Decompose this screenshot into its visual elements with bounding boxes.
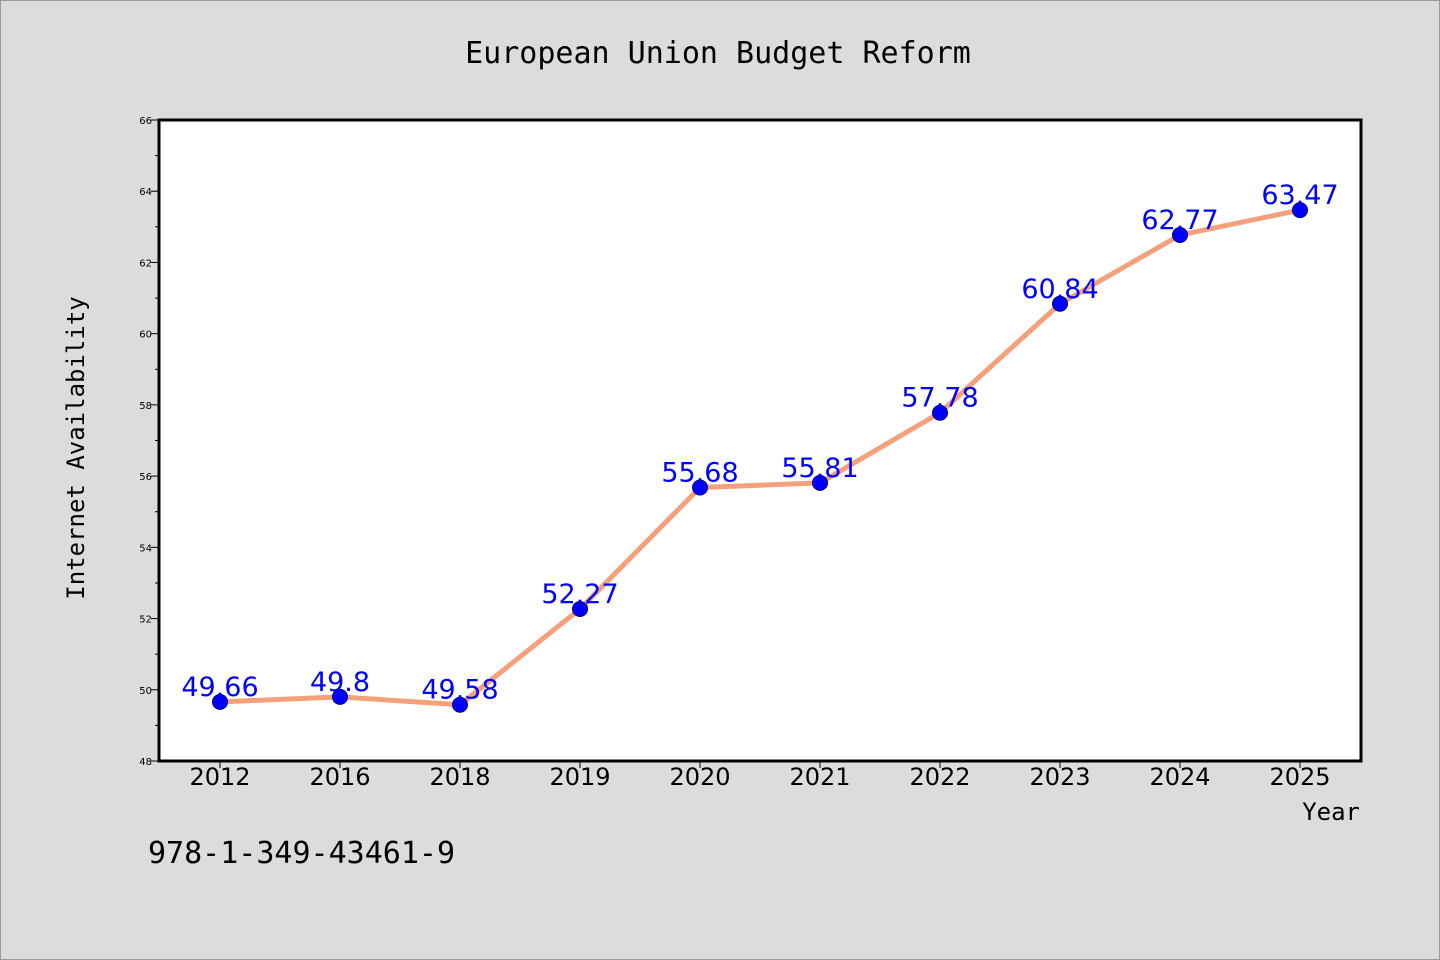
plot-area: [157, 118, 1363, 763]
data-point: [212, 693, 228, 710]
x-tick-label: 2019: [549, 763, 610, 791]
footer-text: 978-1-349-43461-9: [148, 836, 455, 871]
data-point: [1052, 295, 1068, 312]
data-label: 55.68: [661, 458, 738, 489]
x-tick-label: 2022: [909, 763, 970, 791]
data-point: [572, 600, 588, 617]
data-label: 62.77: [1141, 205, 1218, 236]
data-label: 55.81: [781, 453, 858, 484]
y-tick-label: 50: [139, 686, 152, 697]
data-point: [692, 479, 708, 496]
x-axis: 2012 2016 2018 2019 2020 2021 2022 2023 2024 2025: [189, 761, 1331, 791]
marker-group: [212, 202, 1308, 713]
data-label: 49.8: [310, 667, 370, 698]
series-line-group: [217, 207, 1303, 708]
x-tick-label: 2012: [189, 763, 250, 791]
y-tick-label: 56: [139, 472, 152, 483]
y-tick-label: 60: [139, 330, 152, 341]
x-tick-label: 2024: [1149, 763, 1210, 791]
y-tick-label: 62: [139, 258, 152, 269]
chart-title: European Union Budget Reform: [465, 36, 971, 71]
data-point: [812, 474, 828, 491]
data-label: 63.47: [1261, 180, 1338, 211]
y-axis: 48 50 52 54 56 58 60 62 64 66: [139, 116, 159, 768]
data-label-group: 49.66 49.8 49.58 52.27 55.68 55.81 57.78 60.84 6…: [181, 180, 1338, 706]
x-tick-label: 2020: [669, 763, 730, 791]
data-point: [932, 404, 948, 421]
data-label: 49.58: [421, 675, 498, 706]
y-tick-label: 48: [139, 757, 152, 768]
y-tick-label: 52: [139, 615, 152, 626]
y-tick-label: 66: [139, 116, 152, 127]
y-tick-label: 64: [139, 187, 152, 198]
series-line: [217, 207, 1303, 708]
data-label: 49.66: [181, 672, 258, 703]
y-axis-label: Internet Availability: [62, 296, 90, 599]
x-tick-label: 2023: [1029, 763, 1090, 791]
data-label: 60.84: [1021, 274, 1098, 305]
y-tick-label: 54: [139, 543, 152, 554]
data-point: [1172, 227, 1188, 244]
data-point: [452, 696, 468, 713]
data-point: [1292, 202, 1308, 219]
x-tick-label: 2021: [789, 763, 850, 791]
x-tick-label: 2025: [1269, 763, 1330, 791]
x-axis-label: Year: [1302, 798, 1360, 826]
y-tick-label: 58: [139, 401, 152, 412]
data-point: [332, 688, 348, 705]
x-tick-label: 2018: [429, 763, 490, 791]
data-label: 57.78: [901, 383, 978, 414]
x-tick-label: 2016: [309, 763, 370, 791]
data-label: 52.27: [541, 579, 618, 610]
